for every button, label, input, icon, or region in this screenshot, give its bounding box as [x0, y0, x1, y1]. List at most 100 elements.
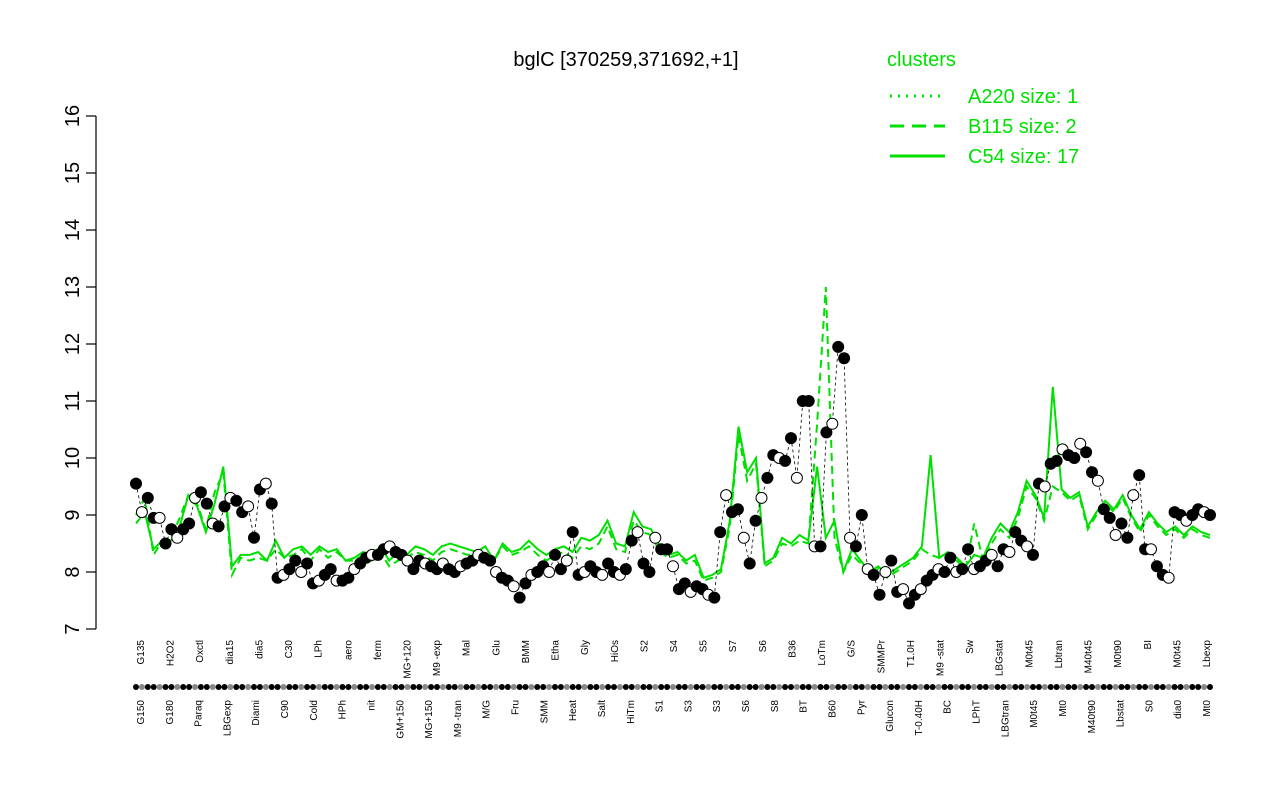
- x-tick-label-top: C30: [284, 640, 295, 659]
- x-tick-label-top: M40t45: [1084, 640, 1095, 674]
- x-rug-mark: [298, 684, 305, 690]
- x-rug-mark: [445, 684, 452, 690]
- x-tick-label-top: S4: [669, 640, 680, 653]
- x-rug-mark: [227, 684, 234, 690]
- x-rug-mark: [315, 684, 322, 690]
- data-point: [301, 557, 314, 570]
- x-tick-label-bottom: G150: [136, 700, 147, 725]
- x-rug-mark: [705, 684, 712, 690]
- x-rug-mark: [976, 684, 983, 690]
- data-point: [265, 497, 278, 510]
- x-tick-label-bottom: M9 -tran: [453, 700, 464, 737]
- x-tick-label-bottom: S3: [712, 700, 723, 713]
- data-point: [731, 503, 744, 516]
- x-tick-label-top: ferm: [373, 640, 384, 660]
- data-point: [832, 340, 845, 353]
- x-rug-mark: [911, 684, 918, 690]
- x-rug-mark: [369, 684, 375, 690]
- x-rug-mark: [487, 684, 494, 690]
- x-rug-mark: [498, 684, 505, 690]
- data-point: [484, 554, 497, 567]
- data-point: [242, 500, 255, 513]
- x-rug-mark: [1136, 684, 1143, 690]
- x-rug-mark: [457, 684, 464, 690]
- data-point: [194, 486, 207, 499]
- data-point: [1127, 489, 1140, 502]
- x-rug-mark: [894, 684, 901, 690]
- x-rug-mark: [1071, 684, 1078, 690]
- x-tick-label-bottom: S0: [1144, 700, 1155, 713]
- x-rug-mark: [982, 684, 989, 690]
- data-point: [1109, 529, 1122, 541]
- y-tick-label: 16: [62, 105, 84, 127]
- x-rug-mark: [652, 684, 659, 690]
- x-rug-mark: [994, 684, 1001, 690]
- data-point: [1068, 452, 1081, 464]
- x-rug-mark: [410, 684, 417, 690]
- legend: clusters A220 size: 1 B115 size: 2 C54 siz…: [887, 49, 1079, 168]
- x-rug-mark: [1083, 684, 1090, 690]
- x-rug-mark: [1041, 684, 1048, 690]
- x-rug-mark: [475, 684, 482, 690]
- data-point: [737, 531, 750, 544]
- x-rug-mark: [1183, 684, 1190, 690]
- x-rug-mark: [770, 684, 777, 690]
- x-rug-mark: [192, 684, 198, 690]
- x-tick-label-bottom: T-0.40H: [914, 700, 925, 736]
- x-tick-label-bottom: dia0: [1173, 700, 1184, 719]
- x-tick-label-bottom: HiTm: [626, 700, 637, 724]
- x-tick-label-top: M9 -stat: [936, 640, 947, 676]
- x-rug-mark: [1177, 684, 1184, 690]
- x-rug-mark: [493, 684, 499, 690]
- data-point: [218, 500, 231, 513]
- x-rug-mark: [251, 684, 257, 690]
- x-rug-mark: [150, 684, 157, 690]
- x-rug-mark: [953, 684, 960, 690]
- x-rug-mark: [1201, 684, 1208, 690]
- x-rug-mark: [923, 684, 930, 690]
- data-point: [849, 540, 862, 553]
- x-rug-mark: [321, 684, 328, 690]
- x-rug-mark: [605, 684, 612, 690]
- series-line-b115: [135, 286, 1211, 582]
- x-rug-mark: [864, 684, 871, 690]
- data-point: [248, 531, 260, 544]
- data-point: [678, 577, 691, 590]
- x-rug-mark: [428, 684, 435, 690]
- data-point: [897, 583, 910, 596]
- data-point: [885, 554, 898, 567]
- data-point: [519, 577, 532, 590]
- x-rug-mark: [1094, 684, 1101, 690]
- x-rug-mark: [1195, 684, 1202, 690]
- x-rug-mark: [587, 684, 594, 690]
- x-rug-mark: [339, 684, 346, 690]
- x-rug-mark: [434, 684, 440, 690]
- data-point: [991, 560, 1004, 573]
- data-point: [944, 551, 957, 564]
- x-tick-label-bottom: Fru: [511, 700, 522, 715]
- x-rug-mark: [528, 684, 535, 690]
- data-point: [619, 563, 632, 576]
- data-point: [649, 531, 662, 544]
- x-rug-mark: [799, 684, 806, 690]
- x-rug-mark: [829, 684, 836, 690]
- x-rug-mark: [764, 684, 771, 690]
- x-rug-mark: [1089, 684, 1095, 690]
- x-tick-label-bottom: Pyr: [856, 699, 867, 715]
- x-rug-mark: [823, 684, 830, 690]
- x-tick-label-bottom: MG+150: [424, 700, 435, 739]
- x-rug-mark: [392, 684, 399, 690]
- data-point: [625, 534, 638, 547]
- x-tick-label-top: B36: [787, 640, 798, 658]
- legend-entry-label: A220 size: 1: [968, 86, 1078, 108]
- data-point: [596, 568, 609, 581]
- data-point: [844, 531, 856, 544]
- x-rug-mark: [888, 684, 895, 690]
- data-point: [165, 523, 178, 536]
- data-point: [985, 548, 998, 561]
- data-point: [1115, 517, 1128, 530]
- x-rug-mark: [1100, 684, 1107, 690]
- x-rug-mark: [522, 684, 529, 690]
- x-rug-mark: [906, 684, 912, 690]
